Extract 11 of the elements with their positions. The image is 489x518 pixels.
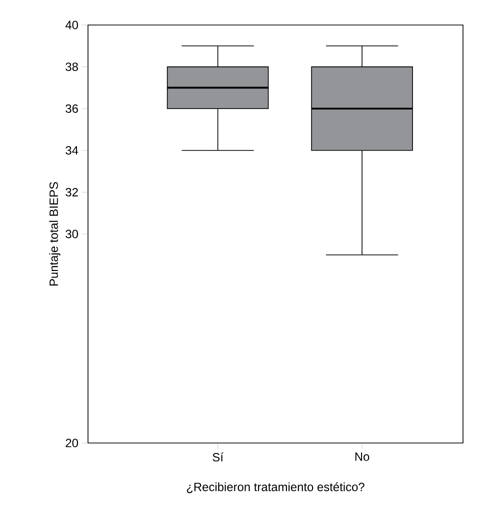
y-tick-label: 30 (66, 230, 78, 238)
y-tick-label: 38 (66, 62, 78, 72)
y-tick-label: 36 (66, 104, 78, 113)
x-tick-label: Sí (212, 452, 224, 462)
y-axis-title: Puntaje total BIEPS (49, 182, 60, 286)
y-tick-label: 40 (65, 20, 78, 30)
y-tick-label: 20 (66, 438, 78, 448)
x-tick-label: No (355, 452, 370, 461)
y-tick-label: 34 (66, 146, 78, 155)
y-tick-label: 32 (66, 188, 78, 196)
x-axis-title: ¿Recibieron tratamiento estético? (186, 482, 364, 494)
